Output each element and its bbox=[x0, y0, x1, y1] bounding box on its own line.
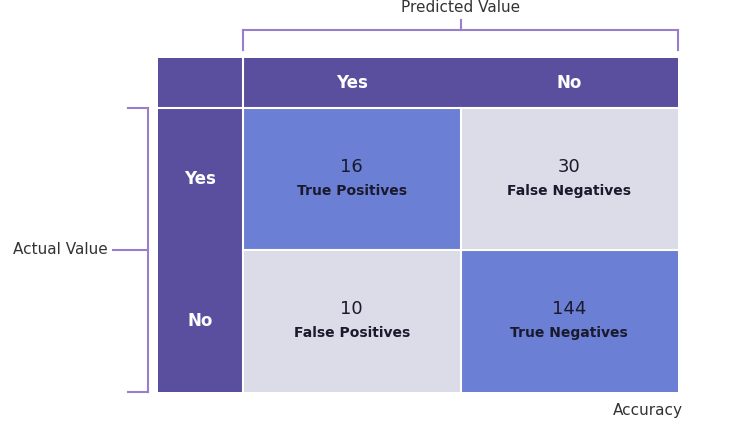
Text: 30: 30 bbox=[558, 158, 581, 176]
Bar bbox=[460, 250, 678, 392]
Bar bbox=[243, 250, 460, 392]
Bar bbox=[243, 108, 460, 250]
Text: 16: 16 bbox=[341, 158, 363, 176]
Text: False Positives: False Positives bbox=[294, 326, 410, 340]
Bar bbox=[158, 58, 678, 108]
Text: 144: 144 bbox=[552, 300, 586, 318]
Text: True Positives: True Positives bbox=[297, 184, 407, 198]
Bar bbox=[158, 108, 243, 392]
Text: 10: 10 bbox=[341, 300, 363, 318]
Text: No: No bbox=[188, 312, 213, 330]
Text: Yes: Yes bbox=[336, 74, 368, 92]
Text: False Negatives: False Negatives bbox=[507, 184, 631, 198]
Bar bbox=[460, 108, 678, 250]
Text: No: No bbox=[556, 74, 582, 92]
Text: Predicted Value: Predicted Value bbox=[401, 0, 520, 16]
Text: Actual Value: Actual Value bbox=[13, 242, 108, 258]
Text: True Negatives: True Negatives bbox=[510, 326, 628, 340]
Text: Accuracy: Accuracy bbox=[613, 403, 683, 417]
Text: Yes: Yes bbox=[184, 170, 217, 188]
